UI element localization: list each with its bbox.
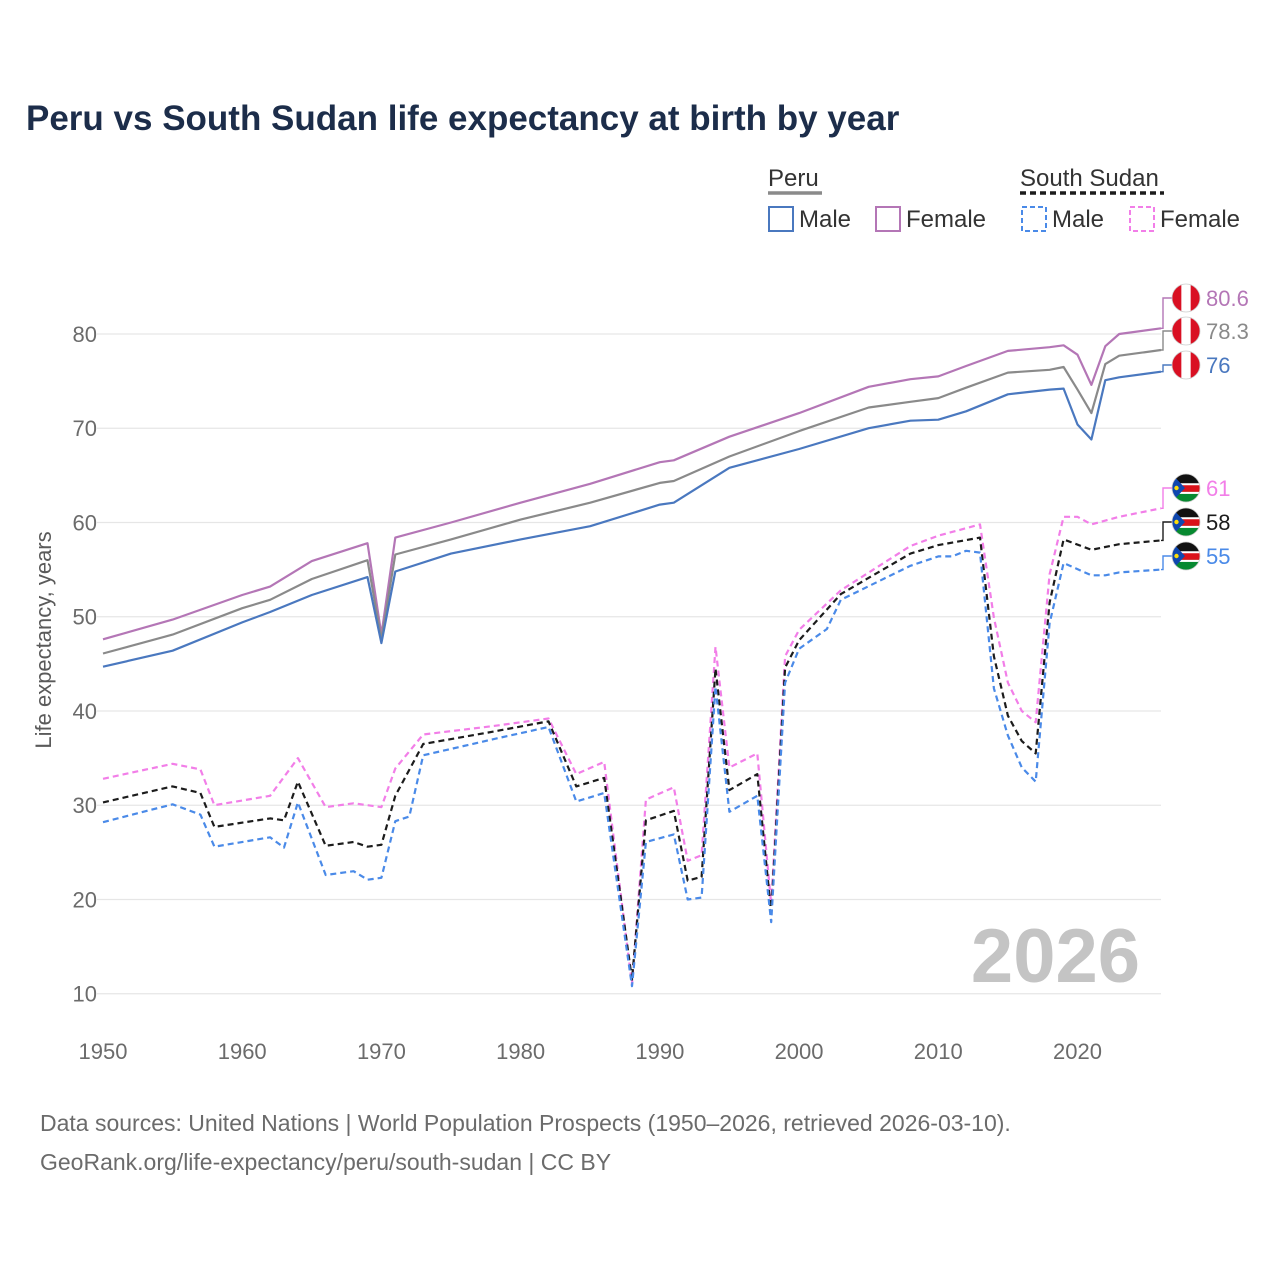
end-connector-peru-female — [1161, 297, 1173, 329]
chart-title: Peru vs South Sudan life expectancy at b… — [26, 99, 900, 138]
flag-icon-south-sudan-female — [1171, 473, 1201, 503]
end-label-south-sudan-total: 58 — [1206, 510, 1230, 535]
x-tick-1990: 1990 — [635, 1039, 684, 1064]
x-tick-1950: 1950 — [79, 1039, 128, 1064]
x-tick-1960: 1960 — [218, 1039, 267, 1064]
y-axis-label: Life expectancy, years — [31, 531, 56, 748]
legend-south-sudan-female-label: Female — [1160, 206, 1240, 233]
x-tick-2020: 2020 — [1053, 1039, 1102, 1064]
series-line-peru-male — [102, 370, 1162, 668]
end-connector-south-sudan-total — [1161, 521, 1173, 542]
end-label-peru-female: 80.6 — [1206, 286, 1249, 311]
y-tick-60: 60 — [73, 510, 97, 535]
series-line-peru-total — [102, 348, 1162, 655]
flag-icon-peru-female — [1171, 283, 1201, 313]
y-tick-30: 30 — [73, 793, 97, 818]
legend-group-south-sudan: South Sudan — [1020, 165, 1159, 192]
current-year-watermark: 2026 — [971, 914, 1140, 999]
legend-peru-male-swatch — [768, 206, 794, 232]
source-line-2: GeoRank.org/life-expectancy/peru/south-s… — [40, 1149, 612, 1175]
legend-south-sudan-male-label: Male — [1052, 206, 1104, 233]
flag-icon-south-sudan-total — [1171, 507, 1201, 537]
legend: Peru Male Female South Sudan Male Female — [768, 165, 1240, 233]
series-line-peru-female — [102, 327, 1162, 641]
source-line-1: Data sources: United Nations | World Pop… — [40, 1110, 1011, 1136]
legend-peru-male-label: Male — [799, 206, 851, 233]
y-tick-10: 10 — [73, 982, 97, 1007]
end-label-peru-total: 78.3 — [1206, 319, 1249, 344]
legend-south-sudan-female-swatch — [1129, 206, 1155, 232]
x-axis-ticks: 1950 1960 1970 1980 1990 2000 2010 2020 — [79, 1039, 1102, 1064]
x-tick-1980: 1980 — [496, 1039, 545, 1064]
end-label-south-sudan-male: 55 — [1206, 544, 1230, 569]
flag-icon-peru-male — [1171, 350, 1201, 380]
x-tick-2000: 2000 — [775, 1039, 824, 1064]
grid — [97, 333, 1161, 995]
end-connector-south-sudan-female — [1161, 487, 1173, 509]
series-line-south-sudan-female — [102, 507, 1162, 986]
y-axis-ticks: 10 20 30 40 50 60 70 80 — [73, 322, 97, 1007]
end-connector-south-sudan-male — [1161, 555, 1173, 571]
y-tick-40: 40 — [73, 699, 97, 724]
end-connector-peru-male — [1161, 364, 1173, 373]
end-labels: 80.6 78.3 76 61 58 55 — [1161, 283, 1249, 571]
y-tick-20: 20 — [73, 887, 97, 912]
end-label-peru-male: 76 — [1206, 353, 1230, 378]
flag-icon-peru-total — [1171, 316, 1201, 346]
flag-icon-south-sudan-male — [1171, 541, 1201, 571]
series-lines — [102, 327, 1162, 988]
source-note: Data sources: United Nations | World Pop… — [40, 1104, 1240, 1182]
series-line-south-sudan-total — [102, 536, 1162, 981]
end-label-south-sudan-female: 61 — [1206, 476, 1230, 501]
y-tick-50: 50 — [73, 605, 97, 630]
end-connector-peru-total — [1161, 330, 1173, 351]
legend-south-sudan-male-swatch — [1021, 206, 1047, 232]
y-tick-70: 70 — [73, 416, 97, 441]
y-tick-80: 80 — [73, 322, 97, 347]
legend-group-peru: Peru — [768, 165, 819, 192]
series-line-south-sudan-male — [102, 549, 1162, 988]
x-tick-1970: 1970 — [357, 1039, 406, 1064]
x-tick-2010: 2010 — [914, 1039, 963, 1064]
legend-peru-female-swatch — [875, 206, 901, 232]
legend-peru-female-label: Female — [906, 206, 986, 233]
